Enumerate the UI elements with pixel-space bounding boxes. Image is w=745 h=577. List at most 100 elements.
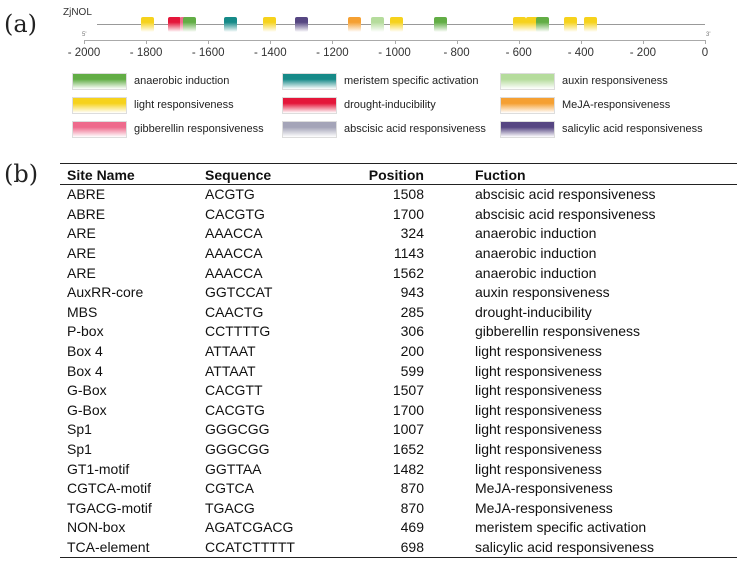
legend-label: abscisic acid responsiveness	[344, 123, 486, 135]
legend-label: anaerobic induction	[134, 75, 230, 87]
table-row: P-box CCTTTTG 306 gibberellin responsivenes…	[60, 322, 737, 342]
ruler-tick-label: - 400	[567, 47, 594, 59]
legend-swatch	[500, 121, 555, 138]
cell-position: 1562	[392, 264, 424, 281]
cell-site-name: AuxRR-core	[67, 284, 144, 301]
ruler-tick	[332, 40, 334, 44]
cell-sequence: CAACTG	[205, 303, 264, 320]
motif-light	[512, 17, 526, 32]
cell-function: drought-inducibility	[475, 303, 592, 320]
cell-function: light responsiveness	[475, 421, 602, 438]
cell-function: light responsiveness	[475, 441, 602, 458]
ruler-tick	[456, 40, 458, 44]
cell-sequence: CACGTT	[205, 382, 263, 399]
cell-function: salicylic acid responsiveness	[475, 538, 654, 555]
ruler-tick	[208, 40, 210, 44]
table-row: Sp1 GGGCGG 1007 light responsiveness	[60, 420, 737, 440]
cell-position: 943	[400, 284, 424, 301]
cell-site-name: TGACG-motif	[67, 499, 152, 516]
cell-site-name: TCA-element	[67, 538, 150, 555]
ruler-tick-label: 0	[701, 47, 709, 59]
ruler-tick-label: - 1400	[253, 47, 287, 59]
cell-position: 1700	[392, 401, 424, 418]
table-row: CGTCA-motif CGTCA 870 MeJA-responsiveness	[60, 479, 737, 499]
cell-sequence: CGTCA	[205, 480, 254, 497]
motif-salicylic	[294, 17, 308, 32]
motif-drought	[167, 17, 181, 32]
cell-position: 1007	[392, 421, 424, 438]
header-site-name: Site Name	[67, 166, 135, 183]
ruler-tick	[84, 40, 85, 44]
cell-sequence: GGGCGG	[205, 421, 270, 438]
cell-site-name: ARE	[67, 225, 96, 242]
cell-site-name: CGTCA-motif	[67, 480, 151, 497]
table-row: TGACG-motif TGACG 870 MeJA-responsiveness	[60, 499, 737, 519]
header-position: Position	[368, 166, 424, 183]
cell-sequence: CCATCTTTTT	[205, 538, 295, 555]
cell-position: 200	[400, 343, 424, 360]
legend-swatch	[282, 97, 337, 114]
cell-site-name: ABRE	[67, 205, 106, 222]
panel-a-label: (a)	[4, 10, 38, 38]
motif-light	[525, 17, 539, 32]
table-row: ARE AAACCA 1143 anaerobic induction	[60, 244, 737, 264]
ruler-tick-label: - 200	[629, 47, 656, 59]
legend-label: meristem specific activation	[344, 75, 479, 87]
ruler-tick-label: - 1800	[129, 47, 163, 59]
table-row: Sp1 GGGCGG 1652 light responsiveness	[60, 440, 737, 460]
cell-function: MeJA-responsiveness	[475, 480, 613, 497]
ruler-tick	[394, 40, 396, 44]
header-sequence: Sequence	[205, 166, 272, 183]
legend-swatch	[500, 73, 555, 90]
ruler-tick-label: - 2000	[67, 47, 101, 59]
table-row: Box 4 ATTAAT 200 light responsiveness	[60, 342, 737, 362]
cell-function: light responsiveness	[475, 382, 602, 399]
motif-anaerobic	[433, 17, 447, 32]
panel-b-label: (b)	[4, 160, 39, 188]
motif-anaerobic	[536, 17, 550, 32]
ruler-tick	[518, 40, 520, 44]
cell-sequence: ATTAAT	[205, 343, 256, 360]
cell-position: 469	[400, 519, 424, 536]
legend-label: drought-inducibility	[344, 99, 436, 111]
ruler-tick-label: - 1600	[191, 47, 225, 59]
cell-site-name: Sp1	[67, 421, 92, 438]
cell-sequence: CACGTG	[205, 205, 265, 222]
motif-meristem	[224, 17, 238, 32]
table-row: AuxRR-core GGTCCAT 943 auxin responsiveness	[60, 283, 737, 303]
cis-element-table: Site Name Sequence Position Fuction ABRE…	[60, 163, 737, 558]
cell-site-name: P-box	[67, 323, 104, 340]
ruler-tick	[580, 40, 582, 44]
ruler-tick-label: - 800	[443, 47, 470, 59]
cell-sequence: CCTTTTG	[205, 323, 271, 340]
table-row: G-Box CACGTG 1700 light responsiveness	[60, 401, 737, 421]
cell-site-name: G-Box	[67, 401, 107, 418]
legend-label: salicylic acid responsiveness	[562, 123, 703, 135]
table-row: ARE AAACCA 324 anaerobic induction	[60, 224, 737, 244]
cell-sequence: AAACCA	[205, 264, 263, 281]
cell-site-name: NON-box	[67, 519, 126, 536]
table-row: ABRE ACGTG 1508 abscisic acid responsivenes…	[60, 185, 737, 205]
ruler-tick	[146, 40, 148, 44]
cell-position: 306	[400, 323, 424, 340]
legend-swatch	[72, 97, 127, 114]
legend-swatch	[500, 97, 555, 114]
cell-function: gibberellin responsiveness	[475, 323, 640, 340]
header-function: Fuction	[475, 166, 526, 183]
cell-function: abscisic acid responsiveness	[475, 205, 656, 222]
motif-light	[390, 17, 404, 32]
cell-sequence: CACGTG	[205, 401, 265, 418]
cell-site-name: GT1-motif	[67, 460, 130, 477]
cell-position: 1143	[393, 245, 424, 262]
table-row: MBS CAACTG 285 drought-inducibility	[60, 303, 737, 323]
motif-anaerobic	[183, 17, 197, 32]
cell-function: anaerobic induction	[475, 245, 597, 262]
motif-light	[263, 17, 277, 32]
cell-position: 324	[400, 225, 424, 242]
cell-sequence: AAACCA	[205, 245, 263, 262]
ruler-tick	[705, 40, 706, 44]
cell-sequence: GGTCCAT	[205, 284, 273, 301]
gene-name: ZjNOL	[63, 7, 92, 18]
legend-label: gibberellin responsiveness	[134, 123, 264, 135]
